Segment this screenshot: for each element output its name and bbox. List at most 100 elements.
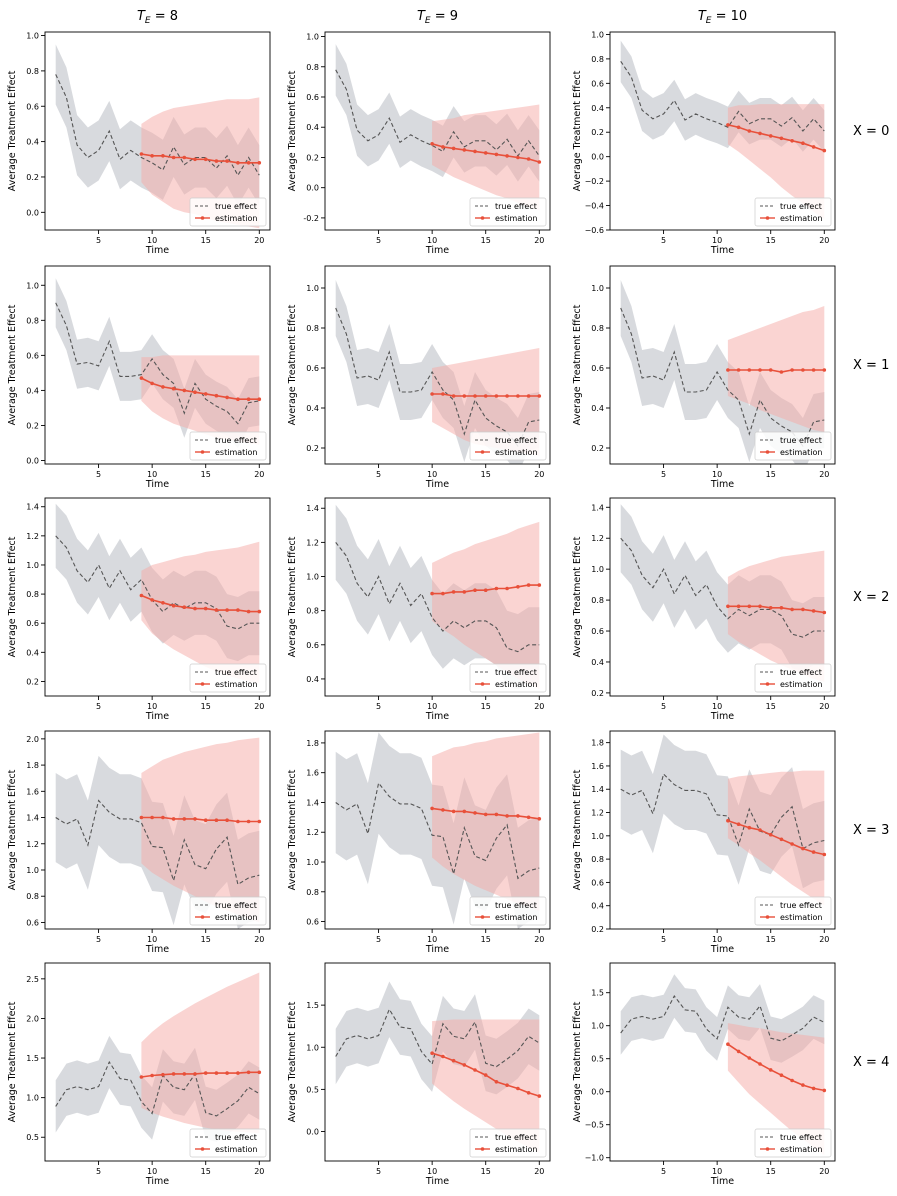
estimation-band: [141, 355, 260, 445]
estimation-point: [225, 159, 229, 163]
y-tick-label: 0.0: [26, 456, 39, 465]
estimation-point: [171, 1072, 176, 1076]
estimation-point: [822, 852, 827, 857]
y-axis-label: Average Treatment Effect: [7, 536, 18, 657]
estimation-point: [150, 598, 154, 602]
y-tick-label: 1.4: [26, 814, 39, 823]
y-tick-label: 0.6: [306, 93, 319, 102]
estimation-point: [516, 585, 520, 589]
y-tick-label: 0.5: [306, 1085, 319, 1094]
axes-frame: [44, 730, 271, 930]
estimation-point: [758, 828, 762, 832]
estimation-point: [225, 608, 229, 612]
x-axis-label: Time: [710, 1176, 734, 1187]
y-tick-label: 0.8: [306, 63, 319, 72]
axes-frame: [609, 730, 836, 930]
true-effect-line: [620, 307, 825, 448]
legend: true effect estimation: [469, 1128, 547, 1158]
estimation-point: [214, 159, 219, 163]
x-tick-label: 15: [201, 1167, 211, 1176]
y-tick-label: 0.0: [591, 1088, 604, 1097]
y-tick-label: 1.0: [306, 573, 319, 582]
estimation-point: [139, 1075, 144, 1079]
panel-r4-c0: 5 10 15 20 0.5 1.0 1.5 2.0 2.5 Time Average Treatm…: [7, 962, 271, 1187]
legend: true effect estimation: [189, 1128, 267, 1158]
estimation-point: [494, 394, 499, 398]
y-tick-label: 0.2: [591, 444, 604, 453]
estimation-point: [768, 134, 773, 138]
y-axis-label: Average Treatment Effect: [572, 536, 583, 657]
y-axis-label: Average Treatment Effect: [7, 769, 18, 890]
y-tick-label: 1.0: [306, 284, 319, 293]
true-effect-line: [620, 60, 825, 132]
estimation-point: [494, 812, 499, 817]
x-tick-label: 10: [147, 236, 157, 245]
estimation-point: [747, 1056, 752, 1060]
true-effect-line: [335, 1008, 540, 1068]
x-axis-label: Time: [145, 944, 169, 955]
x-axis-label: Time: [710, 479, 734, 490]
x-tick-label: 10: [712, 935, 722, 944]
y-tick-label: 1.6: [26, 787, 39, 796]
legend: true effect estimation: [189, 663, 267, 693]
estimation-point: [430, 142, 434, 146]
estimation-point: [758, 604, 762, 609]
x-tick-label: 5: [376, 702, 381, 711]
x-tick-label: 20: [254, 236, 264, 245]
legend-est-label: estimation: [215, 1145, 257, 1154]
estimation-line: [727, 605, 825, 614]
legend-est-label: estimation: [495, 1145, 537, 1154]
y-tick-label: 1.0: [591, 565, 604, 574]
estimation-point: [441, 808, 445, 812]
panel-r1-c0: 5 10 15 20 0.0 0.2 0.4 0.6 0.8 1.0 Time Average Tre…: [7, 265, 271, 490]
y-tick-label: 1.0: [26, 561, 39, 570]
estimation-point: [430, 392, 434, 396]
y-tick-label: 0.2: [26, 173, 39, 182]
true-effect-line: [55, 74, 260, 177]
x-tick-label: 5: [96, 236, 101, 245]
estimation-point: [726, 818, 730, 823]
y-tick-label: 0.4: [591, 404, 604, 413]
estimation-point: [430, 806, 434, 811]
estimation-point: [462, 394, 467, 398]
estimation-point: [246, 1070, 251, 1075]
y-tick-label: 0.0: [306, 184, 319, 193]
legend: true effect estimation: [469, 431, 547, 461]
estimation-point: [236, 1071, 240, 1075]
estimation-band: [727, 1023, 825, 1156]
estimation-point: [139, 815, 144, 820]
x-tick-label: 20: [534, 935, 544, 944]
estimation-point: [257, 397, 262, 402]
y-tick-label: 0.4: [306, 404, 319, 413]
true-effect-line: [335, 307, 540, 448]
estimation-point: [811, 368, 816, 372]
legend-est-label: estimation: [215, 913, 257, 922]
y-tick-label: -0.2: [303, 214, 319, 223]
column-title-1: TE = 9: [417, 9, 458, 26]
estimation-line: [727, 1043, 825, 1092]
estimation-point: [182, 388, 187, 393]
estimation-band: [727, 770, 825, 906]
y-tick-label: 0.6: [306, 918, 319, 927]
estimation-band: [432, 104, 540, 211]
estimation-point: [246, 819, 251, 824]
y-tick-label: 1.2: [306, 538, 319, 547]
estimation-point: [139, 376, 144, 380]
y-axis-label: Average Treatment Effect: [7, 70, 18, 191]
legend-true-label: true effect: [215, 202, 257, 211]
x-axis-label: Time: [425, 245, 449, 256]
estimation-point: [161, 601, 165, 605]
y-tick-label: 0.6: [591, 79, 604, 88]
estimation-point: [822, 1088, 827, 1093]
axes-frame: [324, 265, 551, 465]
x-tick-label: 10: [712, 702, 722, 711]
y-tick-label: 0.0: [306, 1128, 319, 1137]
x-tick-label: 5: [661, 470, 666, 479]
column-title-2: TE = 10: [698, 9, 747, 26]
estimation-line: [727, 369, 825, 373]
y-tick-label: 0.8: [591, 855, 604, 864]
estimation-point: [516, 1086, 520, 1091]
y-tick-label: 1.2: [591, 534, 604, 543]
y-tick-label: 1.8: [26, 761, 39, 770]
x-axis-label: Time: [710, 944, 734, 955]
